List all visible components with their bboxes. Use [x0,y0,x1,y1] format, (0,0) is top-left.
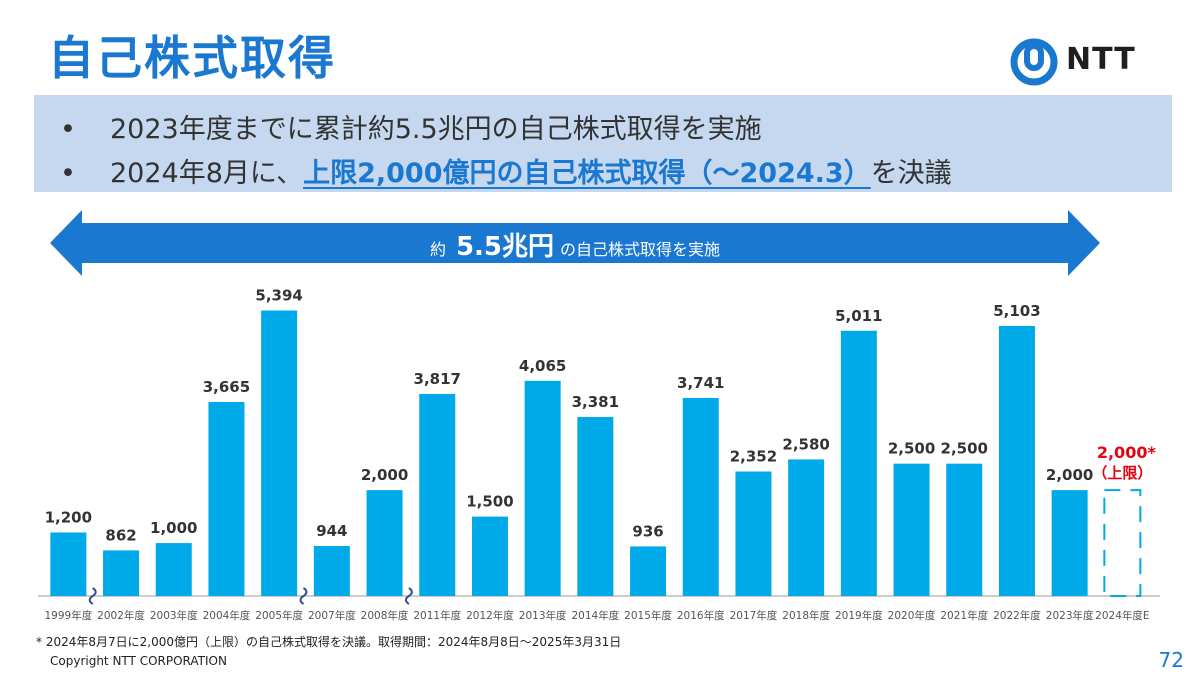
value-label: 5,103 [993,302,1040,320]
bar-2005年度 [261,310,298,596]
x-tick-label: 1999年度 [44,609,92,622]
bar-2008年度 [366,490,403,596]
bar-2004年度 [208,402,245,596]
value-label: 4,065 [519,357,566,375]
bar-2013年度 [524,380,561,596]
axis-break-mark [88,587,97,605]
bar-2020年度 [893,463,930,596]
axis-break-mark [404,587,413,605]
bullet-dot: • [60,158,76,189]
axis-break-mark [299,587,308,605]
ntt-logo: NTT [1010,36,1150,88]
banner-suffix: の自己株式取得を実施 [560,240,721,259]
bar-2016年度 [682,397,719,596]
bullet-1-text: 2023年度までに累計約5.5兆円の自己株式取得を実施 [110,114,762,145]
x-tick-label: 2021年度 [940,609,988,622]
bullet-band: • 2023年度までに累計約5.5兆円の自己株式取得を実施 • 2024年8月に、上… [34,95,1172,192]
banner-prefix: 約 [429,240,446,259]
value-label: 2,000 [361,466,408,484]
value-label: 3,741 [677,374,724,392]
value-label: 5,011 [835,307,882,325]
bar-2022年度 [998,325,1035,596]
buyback-bar-chart: 1,200 1999年度 862 2002年度 1,000 2003年度 3,665 2004… [38,286,1160,622]
bullet-1: • 2023年度までに累計約5.5兆円の自己株式取得を実施 [60,107,762,146]
value-label: 1,200 [45,508,92,526]
value-label: 944 [316,522,347,540]
bar-2012年度 [471,516,508,596]
x-tick-label: 2014年度 [571,609,619,622]
value-label: 3,381 [572,393,619,411]
page-title: 自己株式取得 [48,31,336,85]
value-label: 2,352 [730,448,777,466]
bar-2018年度 [788,459,825,596]
bar-2014年度 [577,417,614,596]
x-tick-label: 2007年度 [308,609,356,622]
value-label: 5,394 [255,286,302,304]
value-label: 3,665 [203,378,250,396]
bar-2017年度 [735,471,772,596]
x-tick-label: 2019年度 [835,609,883,622]
value-label: 1,000 [150,519,197,537]
bar-2003年度 [155,543,192,596]
x-tick-label: 2002年度 [97,609,145,622]
value-label: 2,580 [782,435,829,453]
bar-2011年度 [419,393,456,596]
x-tick-label: 2011年度 [413,609,461,622]
banner-text: 約 5.5兆円 の自己株式取得を実施 [0,226,1150,263]
bullet-dot: • [60,114,76,145]
x-tick-label: 2013年度 [519,609,567,622]
x-tick-label: 2012年度 [466,609,514,622]
bar-1999年度 [50,532,87,596]
logo-text: NTT [1066,42,1136,77]
bar-2023年度 [1051,490,1088,596]
bullet-2: • 2024年8月に、上限2,000億円の自己株式取得（～2024.3）を決議 [60,151,952,190]
value-label: 2,000 [1046,466,1093,484]
value-label: 1,500 [466,493,513,511]
footnote: * 2024年8月7日に2,000億円（上限）の自己株式取得を決議。取得期間：2… [36,635,622,649]
bar-2015年度 [630,546,667,596]
bar-2007年度 [313,546,350,596]
estimate-bar [1103,489,1142,597]
value-label: 2,500 [941,440,988,458]
value-label: 2,500 [888,440,935,458]
bullet-2-prefix: 2024年8月に、 [110,158,304,189]
cumulative-arrow [50,210,1100,276]
x-tick-label: 2024年度E [1095,609,1149,622]
bar-2021年度 [946,463,983,596]
x-tick-label: 2008年度 [361,609,409,622]
bullet-2-suffix: を決議 [870,158,952,189]
bar-2019年度 [840,330,877,596]
x-tick-label: 2016年度 [677,609,725,622]
x-tick-label: 2022年度 [993,609,1041,622]
page-number: 72 [1158,648,1184,672]
value-label: 3,817 [414,370,461,388]
value-label: 936 [632,522,663,540]
x-tick-label: 2003年度 [150,609,198,622]
x-tick-label: 2005年度 [255,609,303,622]
ntt-logo-icon [1010,38,1058,86]
copyright: Copyright NTT CORPORATION [50,654,227,668]
x-tick-label: 2018年度 [782,609,830,622]
banner-amount: 5.5兆円 [455,232,555,262]
estimate-note-label: （上限） [1092,464,1152,482]
x-tick-label: 2020年度 [888,609,936,622]
x-tick-label: 2015年度 [624,609,672,622]
x-tick-label: 2004年度 [203,609,251,622]
bar-2002年度 [103,550,140,596]
x-tick-label: 2017年度 [730,609,778,622]
value-label: 862 [105,526,136,544]
x-tick-label: 2023年度 [1046,609,1094,622]
bullet-2-highlight: 上限2,000億円の自己株式取得（～2024.3） [303,158,871,189]
estimate-value-label: 2,000* [1097,443,1157,462]
